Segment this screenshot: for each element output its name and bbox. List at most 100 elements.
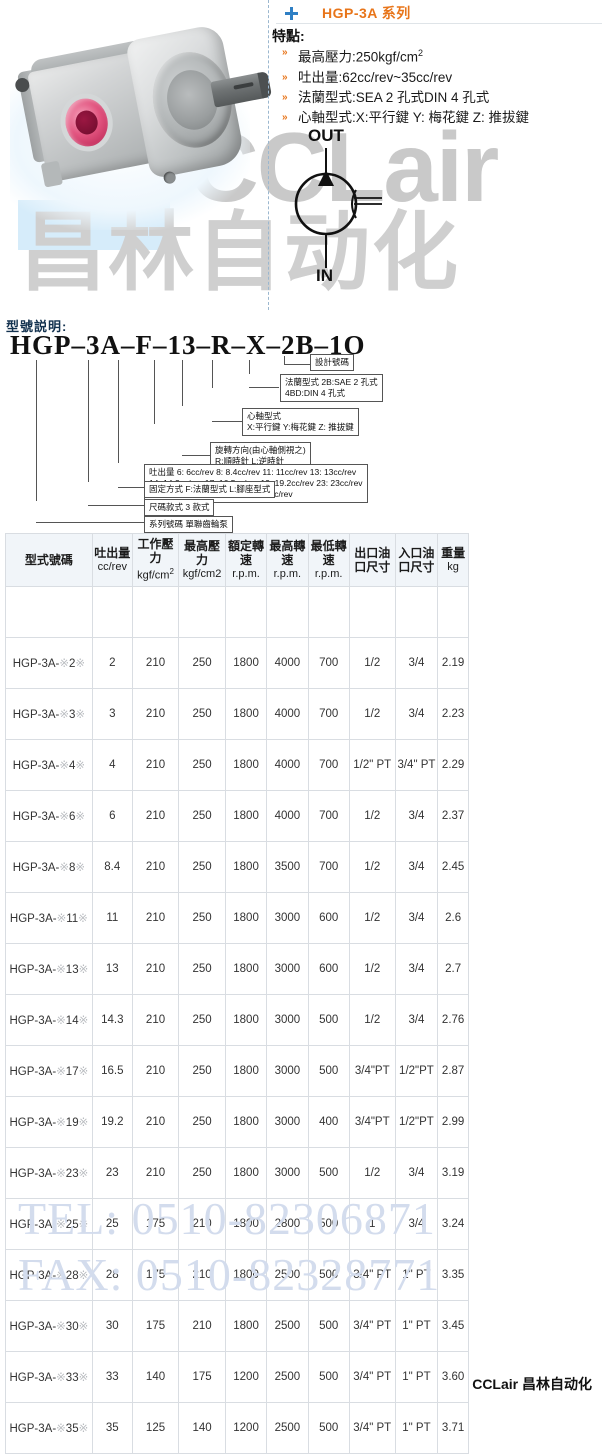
td-outlet-size: 1/2 [348, 687, 396, 740]
td-displacement: 23 [91, 1146, 133, 1199]
td-inlet-size: 1" PT [394, 1299, 439, 1352]
th-working-pressure: 工作壓力 kgf/cm2 [131, 533, 180, 587]
td-inlet-size: 3/4 [394, 942, 439, 995]
td-rated-speed: 1800 [224, 942, 268, 995]
spacer-cell [394, 586, 439, 638]
td-model: HGP-3A-※14※ [5, 993, 93, 1046]
leader-line [118, 487, 144, 488]
product-header: HGP-3A 系列 特點: » 最高壓力:250kgf/cm2 » 吐出量:62… [268, 0, 602, 310]
feature-text: 最高壓力:250kgf/cm2 [298, 48, 424, 65]
table-row: HGP-3A-※13※ 13 210 250 1800 3000 600 1/2 3/4 2.7 [5, 942, 469, 995]
td-outlet-size: 3/4" PT [348, 1350, 396, 1403]
td-outlet-size: 1/2 [348, 942, 396, 995]
td-rated-speed: 1800 [224, 1044, 268, 1097]
leader-line [36, 360, 37, 501]
td-max-pressure: 250 [178, 1044, 226, 1097]
feature-text: 法蘭型式:SEA 2 孔式DIN 4 孔式 [298, 89, 490, 105]
model-note-shaft: 心軸型式 X:平行鍵 Y:梅花鍵 Z: 推拔鍵 [242, 408, 359, 436]
spacer-cell [224, 586, 268, 638]
th-weight: 重量 kg [437, 533, 469, 587]
td-working-pressure: 175 [131, 1248, 180, 1301]
td-displacement: 30 [91, 1299, 133, 1352]
table-row: HGP-3A-※6※ 6 210 250 1800 4000 700 1/2 3/4 2.37 [5, 789, 469, 842]
td-working-pressure: 210 [131, 993, 180, 1046]
feature-item: » 法蘭型式:SEA 2 孔式DIN 4 孔式 [282, 89, 602, 107]
td-displacement: 8.4 [91, 840, 133, 893]
td-max-speed: 3000 [266, 1146, 309, 1199]
table-row: HGP-3A-※8※ 8.4 210 250 1800 3500 700 1/2 3/4 2.45 [5, 840, 469, 893]
product-photo [0, 0, 273, 250]
td-min-speed: 500 [307, 1146, 350, 1199]
spec-table: 型式號碼 吐出量 cc/rev 工作壓力 kgf/cm2 最高壓力 kgf/cm2 額… [5, 533, 469, 1454]
td-max-pressure: 250 [178, 1095, 226, 1148]
td-rated-speed: 1200 [224, 1350, 268, 1403]
table-row: HGP-3A-※17※ 16.5 210 250 1800 3000 500 3/4"PT 1/… [5, 1044, 469, 1097]
td-outlet-size: 1 [348, 1197, 396, 1250]
th-min-speed: 最低轉速 r.p.m. [307, 533, 350, 587]
td-max-pressure: 210 [178, 1299, 226, 1352]
table-spacer-row [5, 586, 469, 638]
td-rated-speed: 1800 [224, 840, 268, 893]
chevron-right-icon: » [282, 91, 288, 103]
td-min-speed: 700 [307, 789, 350, 842]
td-model: HGP-3A-※25※ [5, 1197, 93, 1250]
td-rated-speed: 1800 [224, 891, 268, 944]
td-working-pressure: 210 [131, 1095, 180, 1148]
td-max-speed: 3000 [266, 942, 309, 995]
td-weight: 3.45 [437, 1299, 469, 1352]
td-max-speed: 4000 [266, 687, 309, 740]
td-max-pressure: 250 [178, 840, 226, 893]
th-model: 型式號碼 [5, 533, 93, 587]
td-inlet-size: 1" PT [394, 1248, 439, 1301]
td-model: HGP-3A-※33※ [5, 1350, 93, 1403]
table-header-row: 型式號碼 吐出量 cc/rev 工作壓力 kgf/cm2 最高壓力 kgf/cm2 額… [5, 533, 469, 587]
td-working-pressure: 210 [131, 1146, 180, 1199]
td-model: HGP-3A-※3※ [5, 687, 93, 740]
td-inlet-size: 3/4 [394, 891, 439, 944]
td-min-speed: 500 [307, 1248, 350, 1301]
td-max-pressure: 250 [178, 891, 226, 944]
td-inlet-size: 1/2"PT [394, 1044, 439, 1097]
td-rated-speed: 1800 [224, 1095, 268, 1148]
td-rated-speed: 1800 [224, 1146, 268, 1199]
td-max-pressure: 250 [178, 738, 226, 791]
td-weight: 3.60 [437, 1350, 469, 1403]
td-working-pressure: 210 [131, 840, 180, 893]
chevron-right-icon: » [282, 111, 288, 123]
td-inlet-size: 3/4 [394, 840, 439, 893]
td-max-speed: 3000 [266, 1044, 309, 1097]
td-model: HGP-3A-※11※ [5, 891, 93, 944]
td-model: HGP-3A-※4※ [5, 738, 93, 791]
td-max-speed: 4000 [266, 738, 309, 791]
td-min-speed: 600 [307, 942, 350, 995]
td-min-speed: 500 [307, 1044, 350, 1097]
td-max-pressure: 210 [178, 1248, 226, 1301]
td-displacement: 19.2 [91, 1095, 133, 1148]
model-note-series: 系列號碼 單聯齒輪泵 [144, 516, 233, 533]
model-code: HGP–3A–F–13–R–X–2B–1O [10, 330, 366, 360]
td-weight: 2.37 [437, 789, 469, 842]
th-max-speed: 最高轉速 r.p.m. [266, 533, 309, 587]
td-min-speed: 700 [307, 636, 350, 689]
series-title: HGP-3A 系列 [322, 4, 411, 21]
td-weight: 2.19 [437, 636, 469, 689]
td-outlet-size: 1/2" PT [348, 738, 396, 791]
td-working-pressure: 210 [131, 636, 180, 689]
td-inlet-size: 3/4 [394, 1146, 439, 1199]
td-model: HGP-3A-※23※ [5, 1146, 93, 1199]
spacer-cell [131, 586, 180, 638]
leader-line [284, 364, 310, 365]
chevron-right-icon: » [282, 71, 288, 83]
leader-line [88, 505, 144, 506]
spacer-cell [348, 586, 396, 638]
td-weight: 2.99 [437, 1095, 469, 1148]
td-max-pressure: 250 [178, 687, 226, 740]
td-max-speed: 4000 [266, 789, 309, 842]
td-displacement: 11 [91, 891, 133, 944]
table-row: HGP-3A-※19※ 19.2 210 250 1800 3000 400 3/4"PT 1/… [5, 1095, 469, 1148]
td-model: HGP-3A-※6※ [5, 789, 93, 842]
td-outlet-size: 3/4" PT [348, 1299, 396, 1352]
model-section-label: 型號説明: [6, 319, 68, 334]
td-outlet-size: 3/4" PT [348, 1248, 396, 1301]
td-rated-speed: 1800 [224, 687, 268, 740]
